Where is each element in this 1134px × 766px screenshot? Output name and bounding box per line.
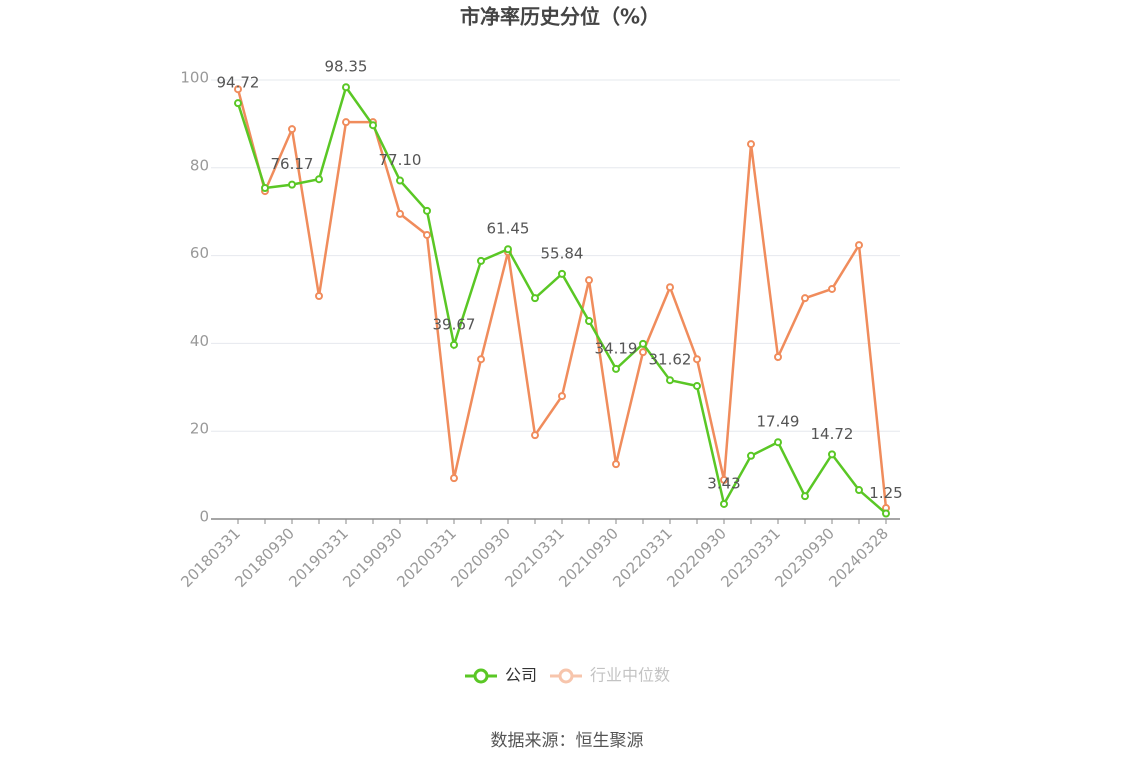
data-point	[855, 241, 863, 250]
data-point	[639, 339, 647, 348]
data-point	[423, 206, 431, 215]
data-point	[666, 376, 674, 385]
data-label: 61.45	[487, 220, 530, 238]
data-point	[612, 460, 620, 469]
x-tick-label: 20240328	[825, 524, 892, 591]
data-point	[693, 381, 701, 390]
data-point	[828, 450, 836, 459]
data-point	[828, 284, 836, 293]
data-point	[477, 355, 485, 364]
data-point	[612, 364, 620, 373]
data-point	[666, 283, 674, 292]
data-point	[477, 256, 485, 265]
data-point	[585, 317, 593, 326]
data-point	[774, 438, 782, 447]
data-point	[396, 176, 404, 185]
data-label: 1.25	[869, 484, 902, 502]
legend-item[interactable]: 行业中位数	[550, 666, 670, 685]
data-point	[288, 180, 296, 189]
y-tick-label: 0	[199, 508, 209, 526]
data-point	[261, 183, 269, 192]
legend-marker	[558, 668, 574, 684]
data-point	[234, 99, 242, 108]
data-point	[450, 474, 458, 483]
data-point	[585, 276, 593, 285]
data-point	[801, 294, 809, 303]
data-point	[342, 83, 350, 92]
data-point	[342, 118, 350, 127]
data-label: 77.10	[379, 151, 422, 169]
y-tick-label: 80	[190, 156, 209, 174]
y-tick-label: 60	[190, 244, 209, 262]
data-point	[747, 140, 755, 149]
chart-title: 市净率历史分位（%）	[460, 5, 660, 29]
data-point	[720, 499, 728, 508]
data-point	[774, 353, 782, 362]
data-label: 98.35	[325, 58, 368, 76]
data-point	[639, 348, 647, 357]
data-label: 76.17	[271, 155, 314, 173]
data-point	[504, 245, 512, 254]
data-label: 39.67	[433, 315, 476, 333]
y-tick-label: 20	[190, 420, 209, 438]
data-point	[747, 451, 755, 460]
data-label: 94.72	[217, 74, 260, 92]
data-label: 31.62	[649, 351, 692, 369]
data-point	[531, 294, 539, 303]
legend-label: 行业中位数	[590, 666, 670, 685]
data-point	[315, 175, 323, 184]
y-tick-label: 100	[180, 69, 209, 87]
data-point	[882, 509, 890, 518]
data-point	[396, 209, 404, 218]
legend-label: 公司	[505, 666, 537, 685]
data-label: 34.19	[595, 339, 638, 357]
data-point	[423, 230, 431, 239]
data-point	[315, 291, 323, 300]
series-line	[236, 88, 888, 509]
data-point	[720, 475, 728, 484]
source-note: 数据来源：恒生聚源	[491, 731, 644, 751]
y-tick-label: 40	[190, 332, 209, 350]
data-point	[558, 392, 566, 401]
data-point	[234, 85, 242, 94]
data-point	[855, 486, 863, 495]
data-point	[288, 125, 296, 134]
data-label: 17.49	[757, 413, 800, 431]
data-point	[531, 431, 539, 440]
data-label: 55.84	[541, 244, 584, 262]
legend-marker	[473, 668, 489, 684]
data-point	[558, 269, 566, 278]
data-point	[693, 355, 701, 364]
legend-item[interactable]: 公司	[465, 666, 537, 685]
data-point	[801, 492, 809, 501]
data-label: 14.72	[811, 425, 854, 443]
data-point	[450, 340, 458, 349]
data-label: 3.43	[707, 474, 740, 492]
series-line	[236, 84, 887, 515]
data-point	[369, 121, 377, 130]
